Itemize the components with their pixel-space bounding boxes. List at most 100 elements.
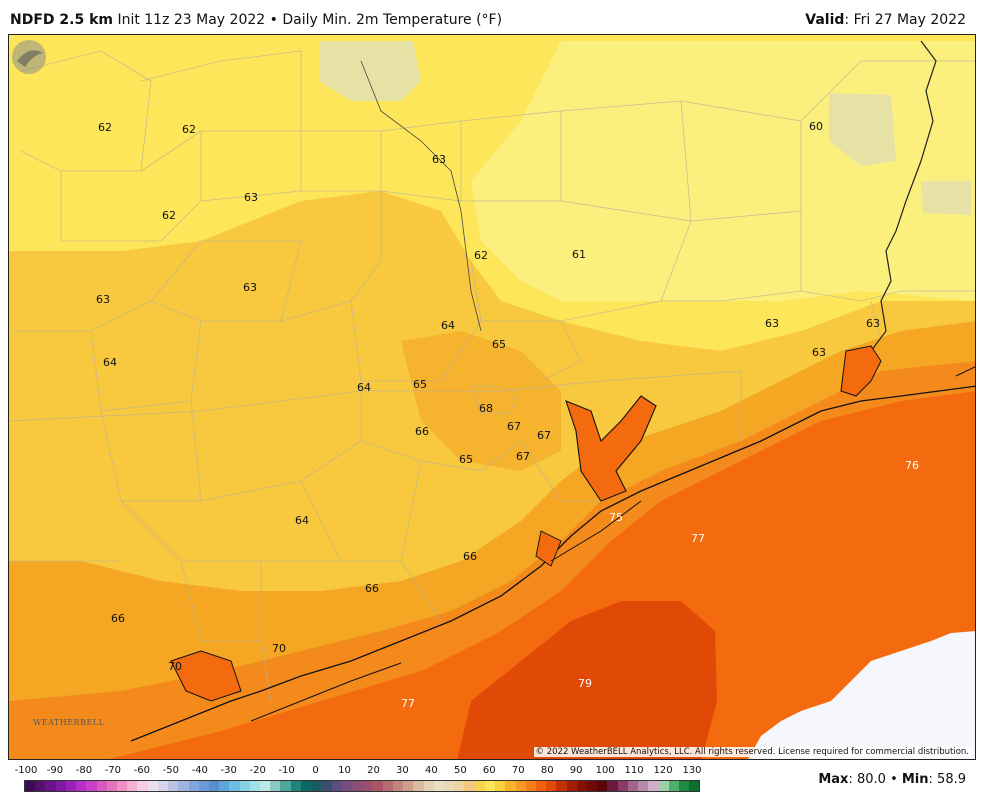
legend-swatch: [137, 781, 148, 791]
legend-swatch: [260, 781, 271, 791]
legend-swatch: [362, 781, 373, 791]
legend-swatch: [341, 781, 352, 791]
legend-tick-label: -30: [220, 765, 237, 776]
temperature-label: 62: [474, 249, 488, 262]
temperature-label: 76: [905, 459, 919, 472]
init-time: Init 11z 23 May 2022: [117, 12, 266, 28]
legend-swatch: [96, 781, 107, 791]
legend-swatch: [178, 781, 189, 791]
legend-swatch: [679, 781, 690, 791]
temperature-label: 79: [578, 677, 592, 690]
legend-tick-label: 50: [453, 765, 467, 776]
legend-swatch: [443, 781, 455, 791]
valid-date: Valid: Fri 27 May 2022: [805, 12, 966, 28]
legend-tick-label: 20: [367, 765, 380, 776]
color-legend: -100 -90 -80 -70 -60 -50 -40 -30 -20 -10 0 10 20 30 40…: [0, 762, 984, 808]
legend-tick-label: 80: [540, 765, 554, 776]
min-value: : 58.9: [928, 772, 966, 787]
temperature-labels: 62 62 63 62 63 60 62 61 63 63 64 63 63 65 63 64 64 65 68 67…: [96, 120, 919, 710]
legend-swatch: [76, 781, 87, 791]
temperature-label: 63: [244, 191, 258, 204]
temperature-label: 62: [98, 121, 112, 134]
legend-swatch: [607, 781, 618, 791]
legend-swatch: [290, 781, 301, 791]
state-border: [860, 40, 937, 382]
legend-swatch: [198, 781, 209, 791]
legend-tick-label: 100: [595, 765, 615, 776]
temperature-label: 61: [572, 248, 586, 261]
model-name: NDFD 2.5 km: [10, 12, 113, 28]
legend-tick-label: -100: [14, 765, 38, 776]
barrier-island-west: [250, 662, 402, 722]
title-bullet: •: [269, 12, 278, 28]
legend-swatch: [372, 781, 383, 791]
legend-swatch: [546, 781, 557, 791]
legend-tick-label: 40: [425, 765, 438, 776]
coast-east-edge: [955, 366, 975, 377]
no-data-region: [748, 631, 975, 759]
legend-swatch: [535, 781, 547, 791]
barrier-island-galveston: [550, 500, 642, 562]
temperature-label: 63: [765, 317, 779, 330]
temperature-label: 63: [812, 346, 826, 359]
legend-swatch: [423, 781, 434, 791]
temperature-label: 77: [691, 532, 705, 545]
legend-swatch: [597, 781, 608, 791]
temperature-label: 64: [441, 319, 455, 332]
legend-swatch: [556, 781, 567, 791]
legend-tick-label: -90: [46, 765, 64, 776]
legend-swatch: [229, 781, 240, 791]
legend-tick-label: 90: [569, 765, 583, 776]
temperature-label: 66: [463, 550, 477, 563]
legend-swatch: [413, 781, 424, 791]
legend-swatch: [219, 781, 230, 791]
galveston-bay: [565, 395, 657, 502]
temperature-label: 65: [413, 378, 427, 391]
deep-orange-band: [9, 361, 975, 759]
legend-swatch: [648, 781, 659, 791]
legend-swatch: [45, 781, 56, 791]
light-yellow-region: [471, 41, 975, 301]
legend-swatch: [127, 781, 138, 791]
legend-tick-label: -60: [133, 765, 150, 776]
legend-tick-label: 10: [338, 765, 351, 776]
temperature-label: 67: [507, 420, 521, 433]
legend-swatch: [505, 781, 516, 791]
copyright-notice: © 2022 WeatherBELL Analytics, LLC. All r…: [533, 747, 971, 757]
legend-tick-label: 60: [482, 765, 496, 776]
cool-patch-north: [319, 41, 421, 101]
temperature-label: 70: [168, 660, 182, 673]
legend-tick-label: -20: [249, 765, 266, 776]
legend-swatch: [668, 781, 679, 791]
temperature-label: 63: [96, 293, 110, 306]
map-panel: 62 62 63 62 63 60 62 61 63 63 64 63 63 65 63 64 64 65 68 67…: [8, 34, 976, 760]
temperature-label: 66: [415, 425, 429, 438]
legend-swatch: [403, 781, 414, 791]
temperature-label: 66: [111, 612, 125, 625]
legend-swatch: [454, 781, 465, 791]
product-name: Daily Min. 2m Temperature (°F): [282, 12, 503, 28]
gulf-waters: [109, 391, 975, 759]
legend-tick-label: 0: [312, 765, 319, 776]
temperature-label: 64: [103, 356, 117, 369]
legend-swatch: [495, 781, 506, 791]
temperature-label: 63: [866, 317, 880, 330]
legend-swatch: [484, 781, 496, 791]
legend-tick-label: -70: [104, 765, 122, 776]
legend-swatch: [147, 781, 158, 791]
legend-swatch: [25, 781, 36, 791]
valid-label: Valid: [805, 12, 845, 28]
legend-swatch: [157, 781, 169, 791]
river-line: [360, 60, 482, 332]
temperature-label: 63: [432, 153, 446, 166]
legend-swatch: [239, 781, 250, 791]
max-label: Max: [818, 772, 849, 787]
legend-swatch: [689, 781, 700, 791]
orange-band: [9, 321, 975, 751]
legend-swatch: [382, 781, 393, 791]
legend-swatch: [65, 781, 77, 791]
cool-patch-far-east: [921, 181, 971, 215]
cool-patch-east: [829, 93, 896, 166]
temperature-label: 66: [365, 582, 379, 595]
legend-tick-label: -80: [75, 765, 93, 776]
